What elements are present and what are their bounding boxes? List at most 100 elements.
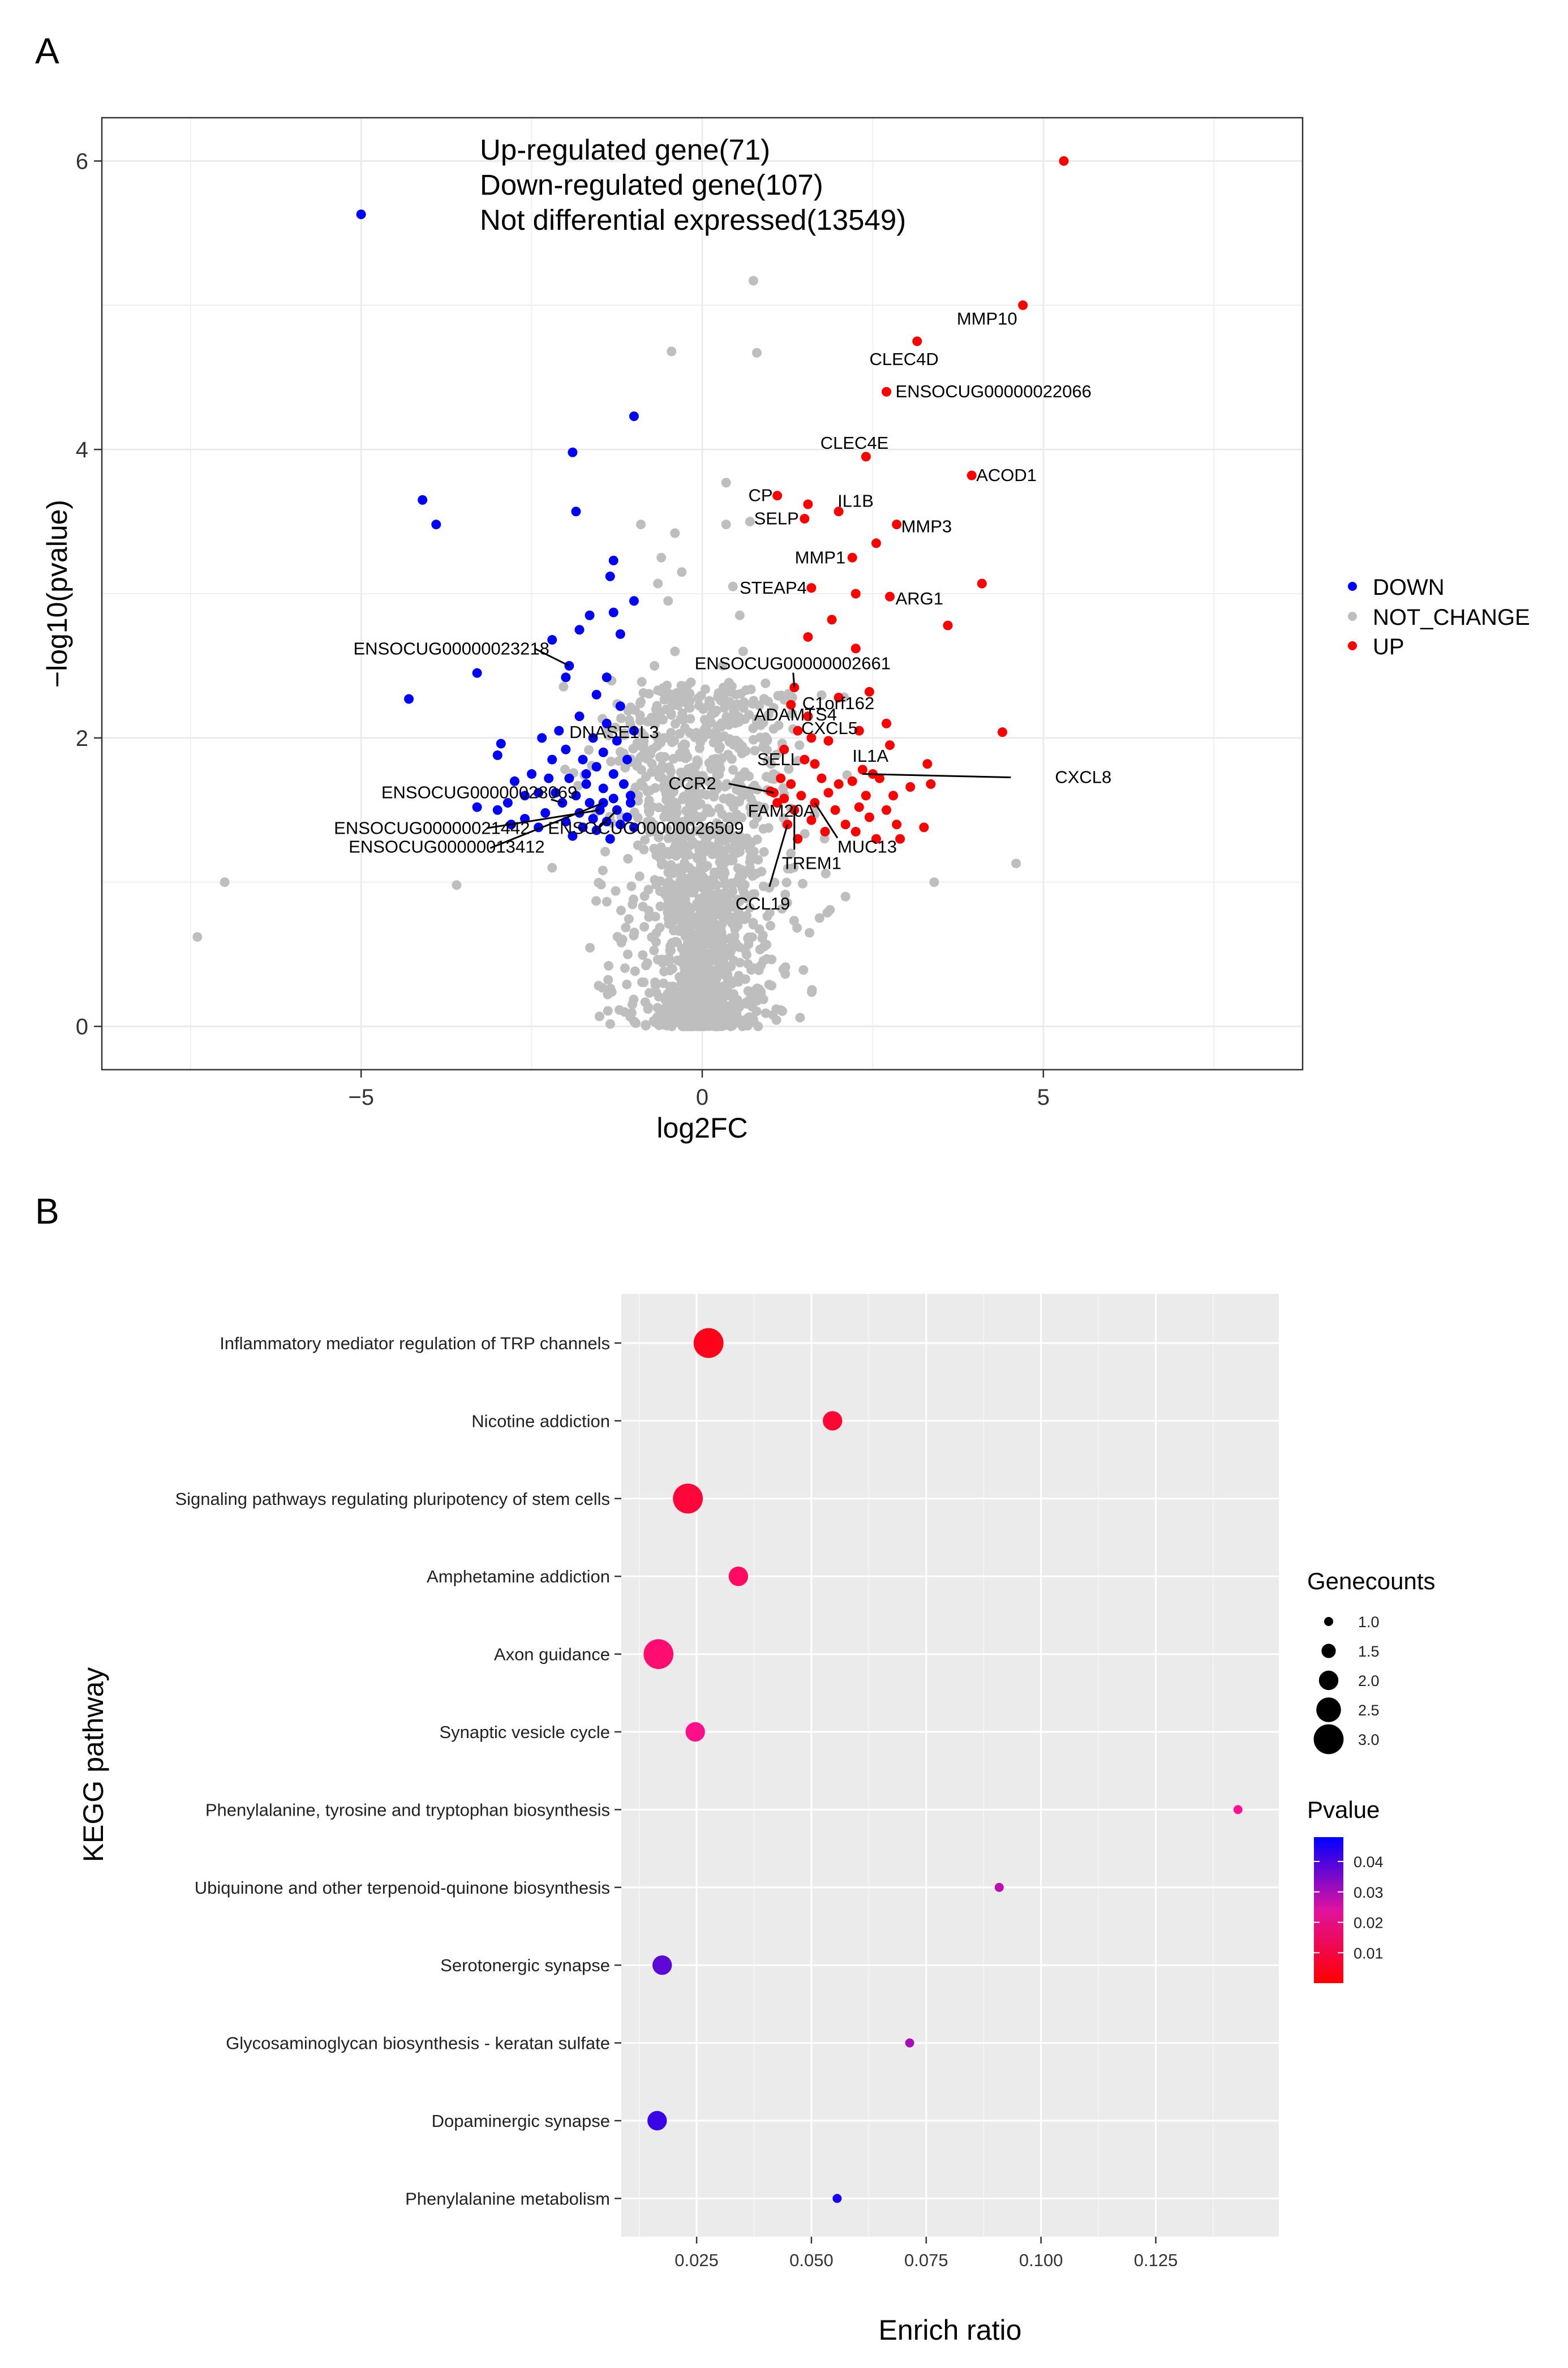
volcano-point-up [772, 491, 783, 501]
volcano-point-not-change [728, 886, 738, 896]
volcano-point-not-change [662, 823, 672, 834]
genecounts-legend-label: 2.0 [1358, 1672, 1380, 1689]
volcano-y-axis: 0 2 4 6 [76, 149, 102, 1040]
volcano-point-up [823, 788, 834, 798]
volcano-gene-label-leader [535, 648, 570, 667]
volcano-point-not-change [746, 965, 757, 975]
volcano-point-not-change [603, 975, 613, 985]
volcano-point-down [578, 754, 588, 765]
panel-b-label: B [35, 1191, 59, 1232]
volcano-point-down [574, 625, 585, 635]
volcano-point-down [431, 520, 441, 530]
volcano-point-not-change [745, 517, 755, 527]
volcano-point-down [591, 762, 602, 772]
volcano-point-down [564, 773, 574, 783]
volcano-point-not-change [644, 689, 654, 699]
volcano-x-axis: −5 0 5 [348, 1070, 1050, 1110]
volcano-point-not-change [681, 948, 691, 958]
volcano-point-down [629, 822, 639, 833]
volcano-point-not-change [753, 855, 763, 865]
volcano-point-not-change [798, 878, 808, 889]
volcano-point-down [551, 788, 561, 798]
volcano-points-not-change [192, 276, 1021, 1032]
volcano-point-not-change [728, 581, 738, 591]
volcano-point-not-change [573, 780, 583, 791]
volcano-gene-label: ENSOCUG00000022066 [896, 381, 1092, 401]
kegg-pathway-label: Dopaminergic synapse [432, 2111, 610, 2131]
kegg-point [673, 1483, 703, 1514]
volcano-point-not-change [643, 885, 654, 895]
volcano-point-not-change [727, 1020, 737, 1031]
volcano-point-down [547, 754, 557, 765]
volcano-point-not-change [795, 1013, 805, 1023]
volcano-point-not-change [710, 966, 720, 976]
volcano-point-not-change [615, 935, 625, 945]
volcano-point-not-change [751, 718, 762, 728]
kegg-pathway-label: Amphetamine addiction [427, 1567, 610, 1586]
volcano-point-not-change [656, 860, 667, 870]
volcano-point-not-change [687, 913, 697, 924]
volcano-point-down [492, 750, 502, 760]
volcano-point-not-change [633, 796, 643, 806]
volcano-gene-label-leader [728, 783, 774, 794]
volcano-point-not-change [667, 700, 677, 710]
volcano-point-not-change [771, 749, 781, 760]
volcano-point-not-change [667, 346, 677, 357]
volcano-point-up [850, 644, 861, 654]
volcano-point-not-change [745, 803, 755, 813]
volcano-point-not-change [664, 812, 675, 822]
volcano-point-not-change [751, 1006, 762, 1016]
volcano-point-up [888, 791, 899, 801]
volcano-point-not-change [740, 914, 750, 924]
volcano-point-not-change [722, 906, 732, 916]
volcano-point-not-change [644, 906, 654, 916]
volcano-point-up [943, 620, 953, 630]
kegg-pathway-label: Phenylalanine metabolism [405, 2189, 610, 2208]
volcano-point-up [786, 700, 796, 710]
volcano-point-not-change [748, 276, 758, 286]
volcano-annotation-up: Up-regulated gene(71) [480, 134, 770, 166]
volcano-point-not-change [715, 1021, 725, 1031]
volcano-point-not-change [559, 681, 569, 692]
volcano-gene-label: ENSOCUG00000028069 [381, 783, 577, 803]
volcano-gene-label-leader [486, 809, 600, 829]
volcano-point-not-change [737, 865, 747, 875]
volcano-point-not-change [654, 765, 664, 775]
volcano-gene-label: MMP3 [901, 517, 952, 537]
volcano-point-not-change [645, 786, 655, 796]
volcano-point-not-change [655, 707, 665, 717]
volcano-point-down [578, 822, 588, 833]
volcano-point-not-change [704, 1016, 715, 1027]
volcano-point-not-change [721, 813, 732, 823]
volcano-point-not-change [768, 703, 779, 713]
volcano-point-not-change [664, 791, 674, 801]
volcano-point-not-change [698, 872, 708, 882]
volcano-point-not-change [611, 886, 621, 896]
volcano-point-not-change [692, 755, 702, 765]
volcano-point-not-change [805, 928, 815, 938]
kegg-x-axis: 0.025 0.050 0.075 0.100 0.125 [675, 2237, 1178, 2270]
volcano-point-not-change [718, 872, 728, 882]
volcano-point-up [882, 805, 892, 815]
volcano-point-not-change [694, 973, 704, 984]
kegg-point [693, 1328, 724, 1358]
volcano-point-not-change [703, 804, 713, 814]
volcano-point-down [534, 788, 544, 798]
kegg-point [652, 1955, 672, 1975]
volcano-point-down [585, 610, 595, 620]
volcano-point-not-change [624, 914, 634, 924]
volcano-point-up [803, 632, 813, 642]
volcano-point-not-change [632, 758, 642, 768]
volcano-point-not-change [672, 955, 682, 966]
volcano-gene-label: DNASE1L3 [569, 722, 659, 742]
volcano-point-not-change [630, 782, 641, 792]
volcano-point-down [356, 209, 366, 220]
volcano-point-down [602, 718, 612, 728]
volcano-point-up [882, 387, 892, 397]
volcano-point-not-change [706, 919, 716, 929]
volcano-point-not-change [694, 790, 704, 800]
volcano-point-not-change [734, 942, 745, 953]
volcano-point-not-change [761, 1008, 771, 1018]
volcano-point-up [800, 513, 810, 524]
genecounts-legend: Genecounts 1.0 1.5 2.0 2.5 3.0 [1307, 1568, 1436, 1754]
